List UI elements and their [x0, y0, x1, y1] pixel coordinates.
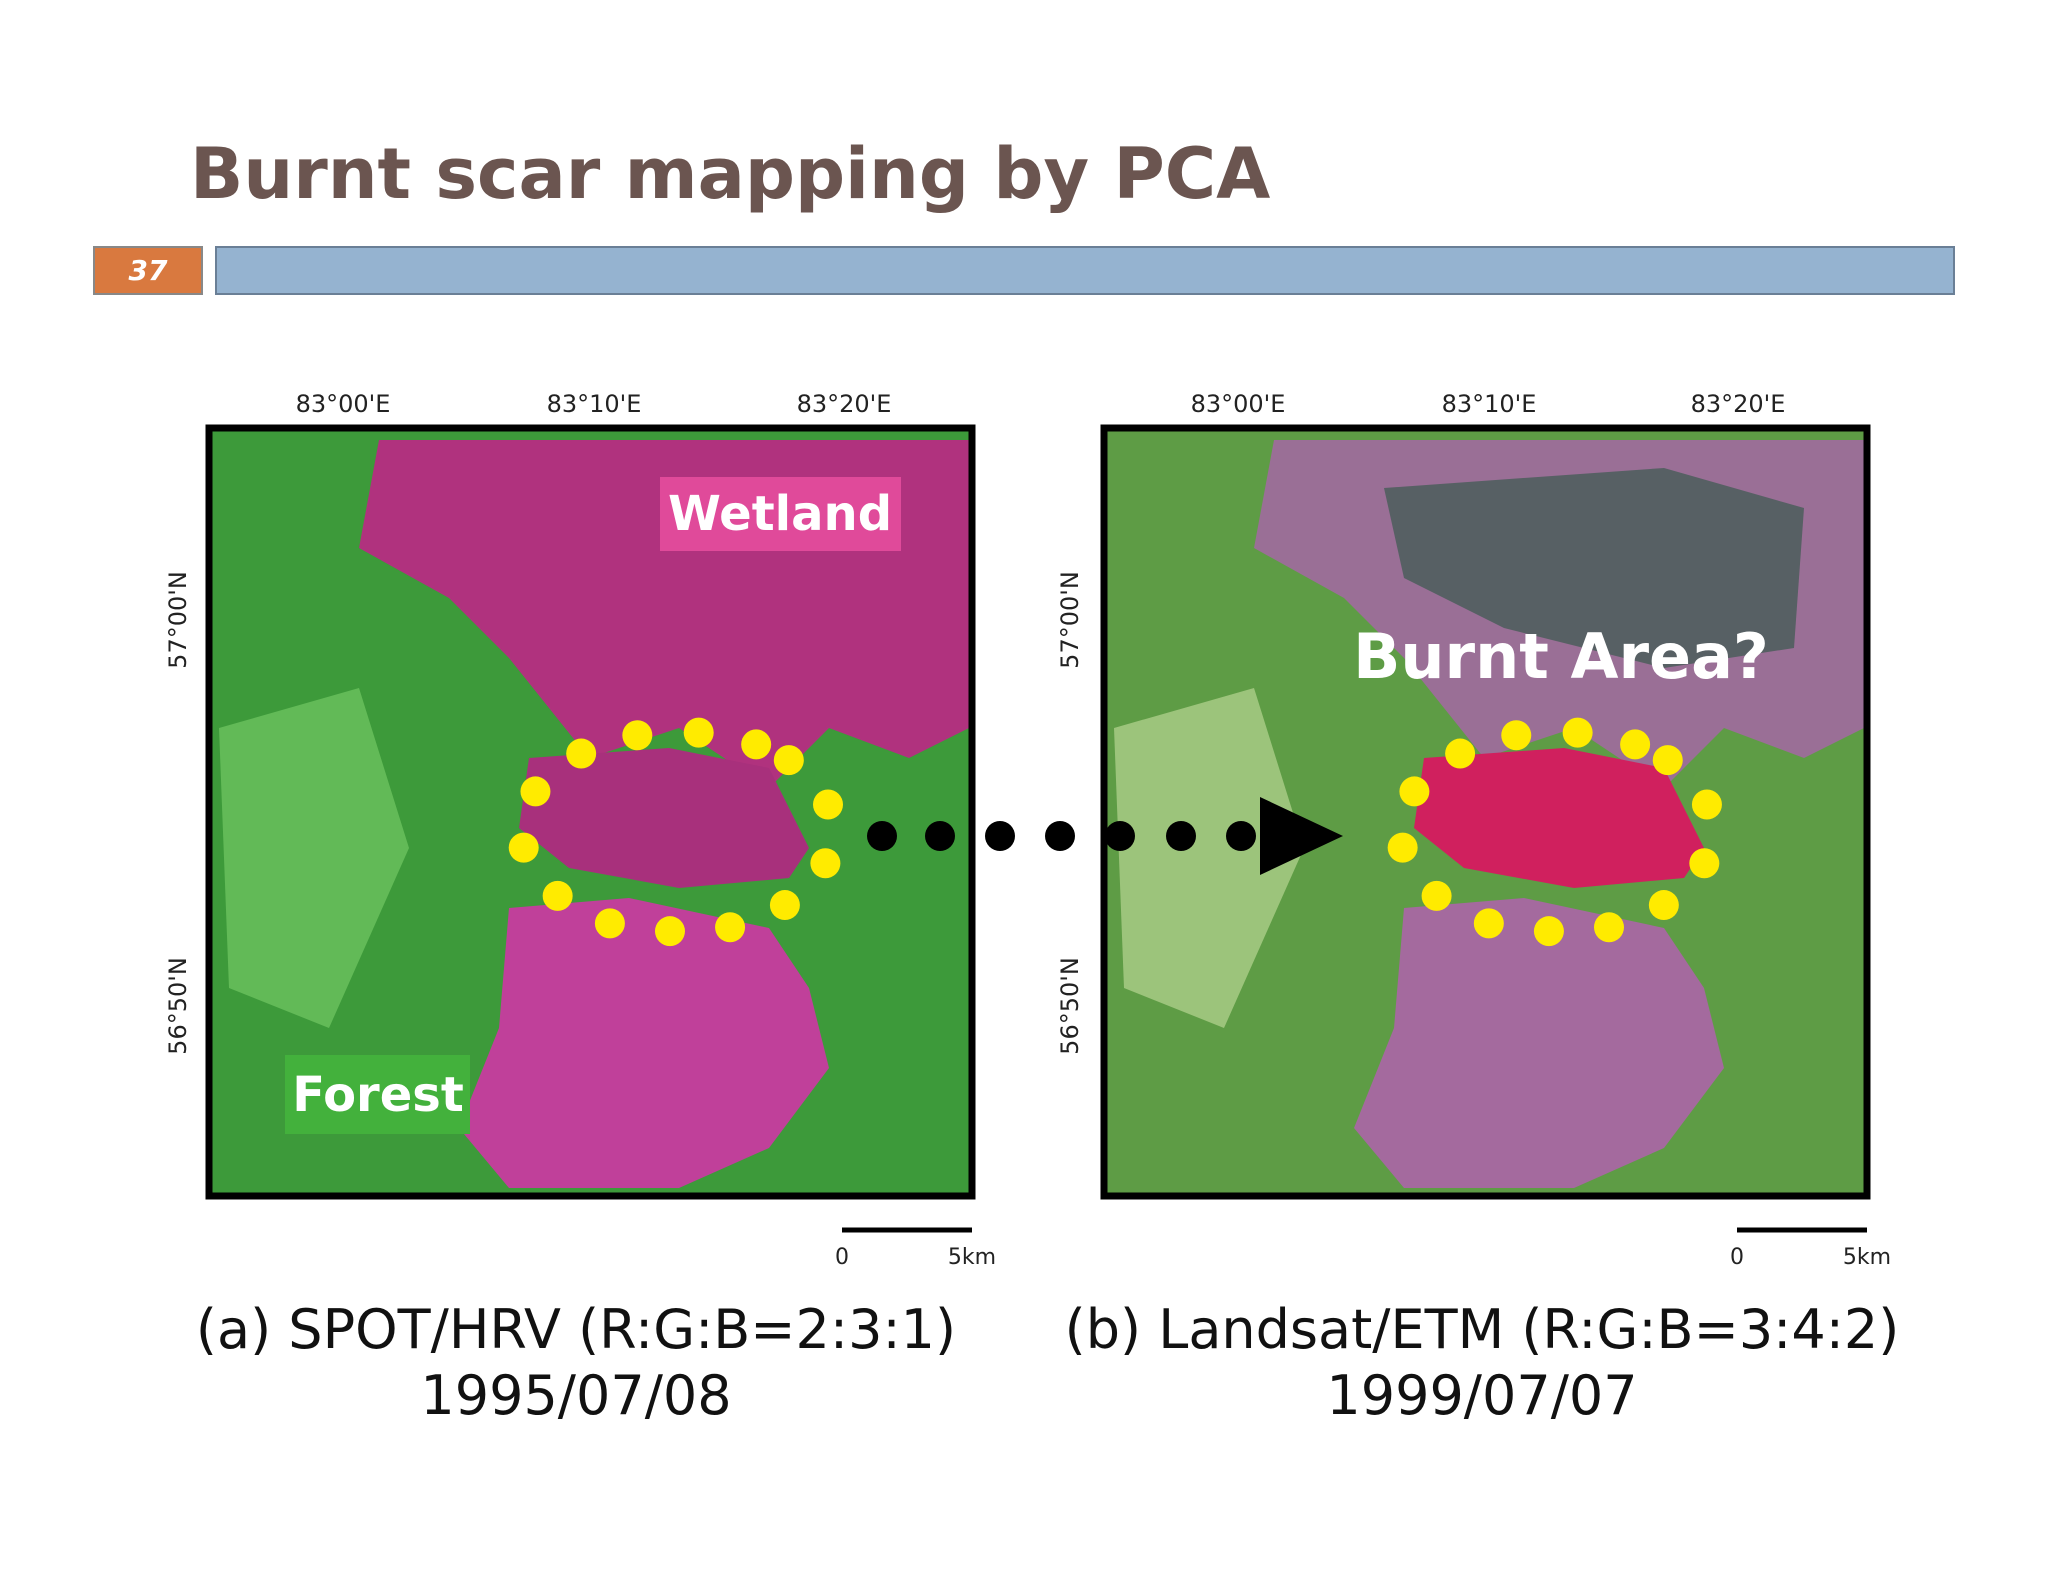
map-frame [205, 424, 976, 1200]
yellow-dot [810, 848, 841, 879]
yellow-dot [813, 789, 844, 820]
light-patch [1114, 688, 1304, 1028]
connector-dot [867, 821, 897, 851]
yellow-dot [1593, 912, 1624, 943]
arrow-head [1260, 797, 1343, 875]
forest-label: Forest [292, 1067, 464, 1123]
caption: 1999/07/07 [1326, 1364, 1637, 1427]
connector-dot [1226, 821, 1256, 851]
central-patch [1414, 748, 1704, 888]
wetland-label: Wetland [668, 486, 892, 542]
yellow-dot [715, 912, 746, 943]
longitude-label: 83°10'E [1442, 390, 1537, 418]
yellow-dot [1421, 880, 1452, 911]
map-panel [1100, 424, 1871, 1200]
yellow-dot [1562, 717, 1593, 748]
latitude-label: 56°50'N [164, 957, 192, 1055]
connector-dot [985, 821, 1015, 851]
yellow-dot [1652, 745, 1683, 776]
latitude-label: 57°00'N [1056, 571, 1084, 669]
yellow-dot [1399, 776, 1430, 807]
yellow-dot [1387, 832, 1418, 863]
latitude-label: 57°00'N [164, 571, 192, 669]
latitude-label: 56°50'N [1056, 957, 1084, 1055]
scale-label: 5km [1843, 1245, 1891, 1270]
scale-label: 5km [948, 1245, 996, 1270]
longitude-label: 83°00'E [296, 390, 391, 418]
dark-patch [1384, 468, 1804, 668]
slide-number-box [93, 246, 203, 295]
connector-dot [1045, 821, 1075, 851]
slide-title: Burnt scar mapping by PCA [190, 133, 1270, 215]
yellow-dot [654, 916, 685, 947]
yellow-dot [1501, 720, 1532, 751]
yellow-dot [769, 890, 800, 921]
forest-label-box [285, 1055, 470, 1134]
scale-label: 0 [1730, 1245, 1744, 1270]
yellow-dot [520, 776, 551, 807]
connector-dot [1105, 821, 1135, 851]
yellow-dot [508, 832, 539, 863]
caption: (b) Landsat/ETM (R:G:B=3:4:2) [1065, 1298, 1900, 1361]
longitude-label: 83°20'E [1691, 390, 1786, 418]
slide-number: 37 [129, 254, 168, 287]
scale-label: 0 [835, 1245, 849, 1270]
caption: (a) SPOT/HRV (R:G:B=2:3:1) [196, 1298, 956, 1361]
longitude-label: 83°00'E [1191, 390, 1286, 418]
burnt-area-label: Burnt Area? [1353, 620, 1769, 693]
connector-dot [1166, 821, 1196, 851]
yellow-dot [741, 729, 772, 760]
yellow-dot [773, 745, 804, 776]
wetland-area [459, 898, 829, 1188]
yellow-dot [594, 908, 625, 939]
yellow-dot [683, 717, 714, 748]
yellow-dot [566, 738, 597, 769]
yellow-dot [1691, 789, 1722, 820]
wetland-label-box [660, 477, 901, 551]
header-bar [215, 246, 1955, 295]
caption: 1995/07/08 [420, 1364, 731, 1427]
yellow-dot [1473, 908, 1504, 939]
yellow-dot [1620, 729, 1651, 760]
yellow-dot [1648, 890, 1679, 921]
longitude-label: 83°10'E [547, 390, 642, 418]
yellow-dot [622, 720, 653, 751]
connector-dot [925, 821, 955, 851]
yellow-dot [1533, 916, 1564, 947]
longitude-label: 83°20'E [797, 390, 892, 418]
yellow-dot [542, 880, 573, 911]
map-frame [1100, 424, 1871, 1200]
yellow-dot [1445, 738, 1476, 769]
wetland-area [1354, 898, 1724, 1188]
light-patch [219, 688, 409, 1028]
central-patch [519, 748, 809, 888]
yellow-dot [1689, 848, 1720, 879]
